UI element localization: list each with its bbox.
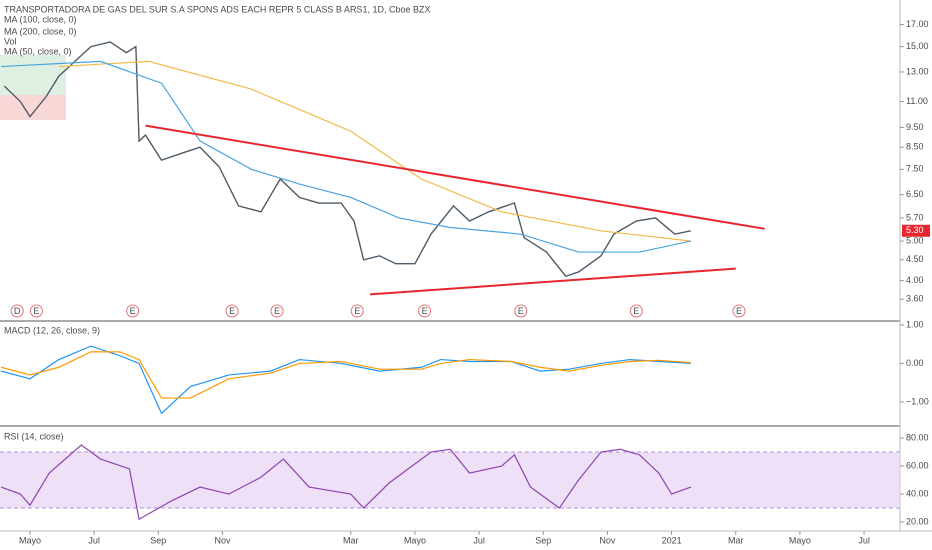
y-tick-label: 17.00 — [906, 19, 929, 29]
y-tick-label: 11.00 — [906, 96, 928, 106]
x-tick-label: Mar — [343, 535, 359, 545]
x-tick-label: Sep — [535, 535, 551, 545]
x-tick-label: Jul — [858, 535, 870, 545]
x-tick-label: Jul — [88, 535, 100, 545]
y-tick-label: 4.00 — [906, 275, 924, 285]
x-tick-label: Mar — [728, 535, 744, 545]
x-tick-label: Nov — [214, 535, 231, 545]
y-tick-label: 9.50 — [906, 122, 924, 132]
event-label: E — [422, 306, 428, 316]
event-marker — [29, 304, 43, 318]
range-box-red — [0, 95, 66, 120]
y-tick-label: 5.70 — [906, 212, 924, 222]
y-tick-label: 1.00 — [906, 319, 924, 329]
event-marker — [350, 304, 364, 318]
y-tick-label: 13.00 — [906, 66, 929, 76]
panel-title: MACD (12, 26, close, 9) — [4, 325, 100, 335]
y-tick-label: 15.00 — [906, 41, 929, 51]
event-label: E — [274, 306, 280, 316]
y-tick-label: 60.00 — [906, 460, 929, 470]
y-tick-label: 40.00 — [906, 488, 929, 498]
x-tick-label: Mayo — [789, 535, 811, 545]
chart-title: TRANSPORTADORA DE GAS DEL SUR S.A SPONS … — [4, 4, 430, 14]
series-line — [1, 60, 691, 253]
y-tick-label: 20.00 — [906, 516, 929, 526]
x-tick-label: 2021 — [662, 535, 682, 545]
event-marker — [225, 304, 239, 318]
trendline — [145, 124, 765, 230]
legend-entry: MA (100, close, 0) — [4, 14, 77, 24]
y-tick-label: 80.00 — [906, 432, 929, 442]
series-line — [0, 444, 692, 521]
trendline — [369, 267, 736, 296]
y-tick-label: 5.00 — [906, 235, 924, 245]
event-label: E — [354, 306, 360, 316]
series-line — [58, 60, 691, 242]
y-tick-label: 7.50 — [906, 164, 924, 174]
last-price-label: 5.30 — [906, 225, 924, 235]
event-marker — [514, 304, 528, 318]
event-marker — [10, 304, 24, 318]
y-tick-label: 0.00 — [906, 358, 924, 368]
event-marker — [126, 304, 140, 318]
event-label: E — [518, 306, 524, 316]
series-line — [0, 351, 691, 399]
series-line — [0, 345, 691, 415]
event-marker — [732, 304, 746, 318]
x-tick-label: Nov — [599, 535, 616, 545]
x-tick-label: Sep — [150, 535, 166, 545]
event-label: E — [33, 306, 39, 316]
x-tick-label: Jul — [473, 535, 485, 545]
event-label: E — [130, 306, 136, 316]
rsi-band — [0, 452, 900, 509]
panel-title: RSI (14, close) — [4, 431, 64, 441]
y-tick-label: 4.50 — [906, 254, 924, 264]
event-label: D — [14, 306, 21, 316]
y-tick-label: −1.00 — [906, 396, 929, 406]
range-box-green — [0, 55, 66, 95]
event-label: E — [736, 306, 742, 316]
event-marker — [418, 304, 432, 318]
event-marker — [629, 304, 643, 318]
last-price-box — [902, 224, 930, 237]
x-tick-label: Mayo — [19, 535, 41, 545]
series-line — [3, 41, 691, 278]
legend-entry: Vol — [4, 36, 17, 46]
y-tick-label: 3.60 — [906, 294, 924, 304]
event-marker — [270, 304, 284, 318]
y-tick-label: 6.50 — [906, 189, 924, 199]
legend-entry: MA (200, close, 0) — [4, 26, 77, 36]
y-tick-label: 8.50 — [906, 142, 924, 152]
x-tick-label: Mayo — [404, 535, 426, 545]
legend-entry: MA (50, close, 0) — [4, 46, 72, 56]
event-label: E — [633, 306, 639, 316]
event-label: E — [229, 306, 235, 316]
